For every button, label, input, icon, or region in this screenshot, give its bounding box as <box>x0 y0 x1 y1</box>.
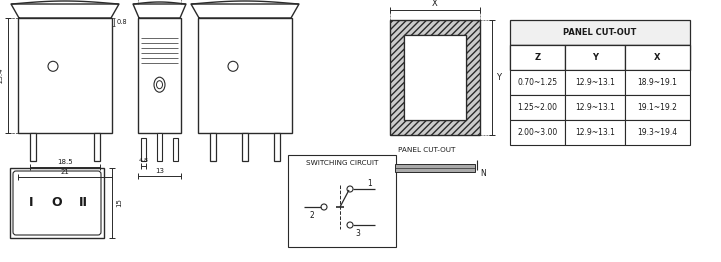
Text: 3: 3 <box>355 228 360 237</box>
Bar <box>138 18 181 133</box>
Circle shape <box>347 222 353 228</box>
Text: 12.9~13.1: 12.9~13.1 <box>575 103 615 112</box>
Text: 19.3~19.4: 19.3~19.4 <box>637 128 678 137</box>
Bar <box>510 20 690 45</box>
Text: Y: Y <box>592 53 598 62</box>
Text: 2.00~3.00: 2.00~3.00 <box>518 128 557 137</box>
Text: Y: Y <box>497 73 502 82</box>
Bar <box>274 133 280 161</box>
Text: 18.9~19.1: 18.9~19.1 <box>637 78 678 87</box>
Bar <box>510 120 565 145</box>
Text: 18.5: 18.5 <box>57 159 73 165</box>
Bar <box>390 20 480 135</box>
Text: 4.8: 4.8 <box>138 159 149 163</box>
Text: Z: Z <box>534 53 541 62</box>
Circle shape <box>228 61 238 71</box>
Text: II: II <box>79 196 88 210</box>
Bar <box>510 95 565 120</box>
Circle shape <box>347 186 353 192</box>
Text: I: I <box>28 196 33 210</box>
Text: PANEL CUT-OUT: PANEL CUT-OUT <box>563 28 637 37</box>
Bar <box>395 164 475 172</box>
Bar <box>565 95 625 120</box>
Text: O: O <box>52 196 62 210</box>
Bar <box>565 70 625 95</box>
Text: X: X <box>654 53 660 62</box>
Bar <box>404 35 466 120</box>
Text: SWITCHING CIRCUIT: SWITCHING CIRCUIT <box>306 160 379 166</box>
Bar <box>288 155 396 247</box>
Bar <box>242 133 248 161</box>
Text: 21: 21 <box>61 169 69 175</box>
Text: 12.9~13.1: 12.9~13.1 <box>575 78 615 87</box>
Text: 2: 2 <box>309 210 314 220</box>
Bar <box>157 133 162 161</box>
Text: X: X <box>432 0 438 8</box>
Text: 19.1~19.2: 19.1~19.2 <box>637 103 678 112</box>
FancyBboxPatch shape <box>13 171 101 235</box>
Text: 23.4: 23.4 <box>0 68 4 83</box>
Text: 15: 15 <box>116 199 122 208</box>
Bar <box>404 35 466 120</box>
Bar <box>510 45 565 70</box>
Bar <box>30 133 36 161</box>
Text: 13: 13 <box>155 168 164 174</box>
Bar <box>141 138 146 161</box>
Text: 0.70~1.25: 0.70~1.25 <box>518 78 557 87</box>
Text: 1: 1 <box>368 178 372 188</box>
Text: 1.25~2.00: 1.25~2.00 <box>518 103 557 112</box>
Ellipse shape <box>156 81 162 89</box>
Text: PANEL CUT-OUT: PANEL CUT-OUT <box>398 147 456 153</box>
Bar <box>565 45 625 70</box>
Bar <box>198 18 292 133</box>
Bar <box>173 138 178 161</box>
Bar <box>625 45 690 70</box>
Bar <box>625 70 690 95</box>
Bar <box>18 18 112 133</box>
Bar <box>510 45 690 70</box>
Bar <box>210 133 216 161</box>
Bar <box>510 70 565 95</box>
Bar <box>625 95 690 120</box>
Ellipse shape <box>154 77 165 92</box>
Bar <box>565 120 625 145</box>
Text: N: N <box>480 170 486 178</box>
Circle shape <box>321 204 327 210</box>
Circle shape <box>48 61 58 71</box>
Text: 0.8: 0.8 <box>117 19 128 25</box>
Bar <box>94 133 100 161</box>
Bar <box>10 168 104 238</box>
Text: 12.9~13.1: 12.9~13.1 <box>575 128 615 137</box>
Bar <box>625 120 690 145</box>
